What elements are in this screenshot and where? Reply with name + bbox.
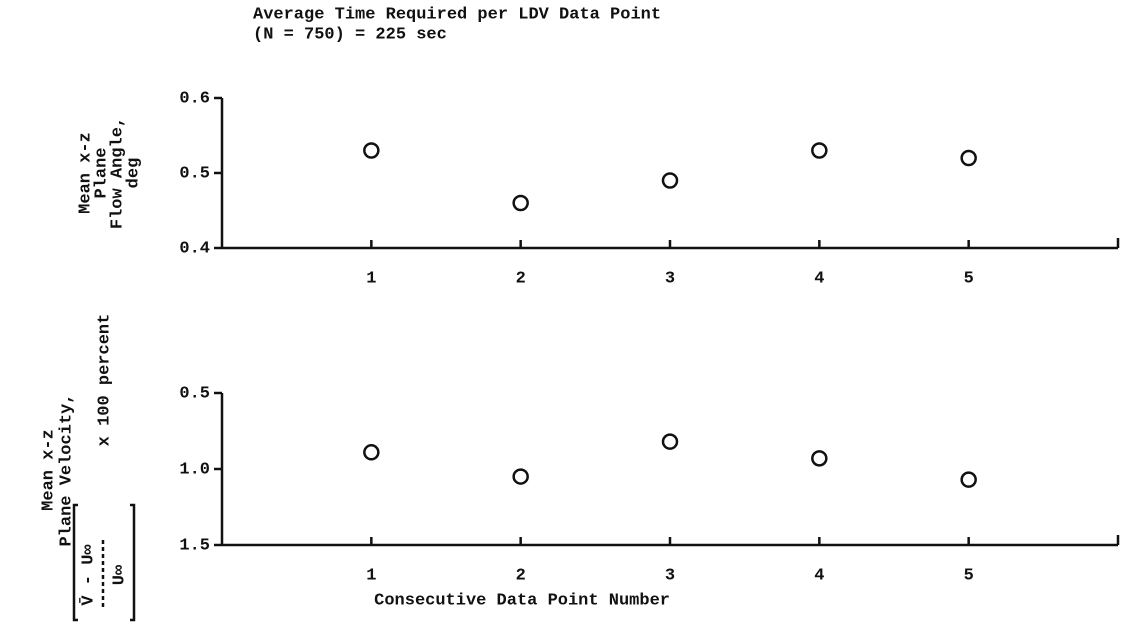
y-axis-label: Mean x-z bbox=[76, 132, 95, 214]
y-axis-label: Plane Velocity, bbox=[57, 393, 76, 546]
x-tick-label: 5 bbox=[964, 566, 974, 585]
x-tick-label: 1 bbox=[366, 566, 376, 585]
y-axis-label: deg bbox=[124, 158, 143, 189]
y-tick-label: 0.4 bbox=[179, 239, 210, 258]
title-line: Average Time Required per LDV Data Point bbox=[253, 5, 661, 24]
x-tick-label: 2 bbox=[516, 566, 526, 585]
data-point bbox=[960, 149, 977, 167]
y-axis-label: Mean x-z bbox=[39, 429, 58, 511]
y-tick-label: 0.5 bbox=[179, 384, 210, 403]
y-tick-label: 1.5 bbox=[179, 536, 210, 555]
x-tick-label: 3 bbox=[665, 269, 675, 288]
formula-denominator: U∞ bbox=[110, 564, 129, 585]
x-tick-label: 2 bbox=[516, 269, 526, 288]
data-point bbox=[960, 471, 977, 488]
formula-factor: x 100 percent bbox=[95, 314, 114, 447]
data-point bbox=[661, 433, 679, 450]
x-axis-label: Consecutive Data Point Number bbox=[374, 591, 670, 610]
formula-numerator: V̄ - U∞ bbox=[79, 544, 99, 606]
x-tick-label: 4 bbox=[814, 566, 824, 585]
x-tick-label: 5 bbox=[964, 269, 974, 288]
data-point bbox=[811, 142, 828, 159]
y-tick-label: 1.0 bbox=[179, 460, 210, 479]
formula-bracket bbox=[72, 503, 136, 622]
data-point bbox=[811, 450, 828, 467]
data-point bbox=[512, 194, 529, 212]
y-tick-label: 0.5 bbox=[179, 164, 210, 183]
x-tick-label: 1 bbox=[366, 269, 376, 288]
y-axis-label: Plane bbox=[92, 147, 111, 198]
data-point bbox=[512, 468, 529, 485]
data-point bbox=[661, 172, 679, 189]
x-tick-label: 4 bbox=[814, 269, 824, 288]
title-line: (N = 750) = 225 sec bbox=[253, 25, 447, 44]
y-tick-label: 0.6 bbox=[179, 89, 210, 108]
data-point bbox=[363, 142, 380, 159]
data-point bbox=[363, 444, 380, 461]
x-tick-label: 3 bbox=[665, 566, 675, 585]
y-axis-label: Flow Angle, bbox=[108, 117, 127, 229]
